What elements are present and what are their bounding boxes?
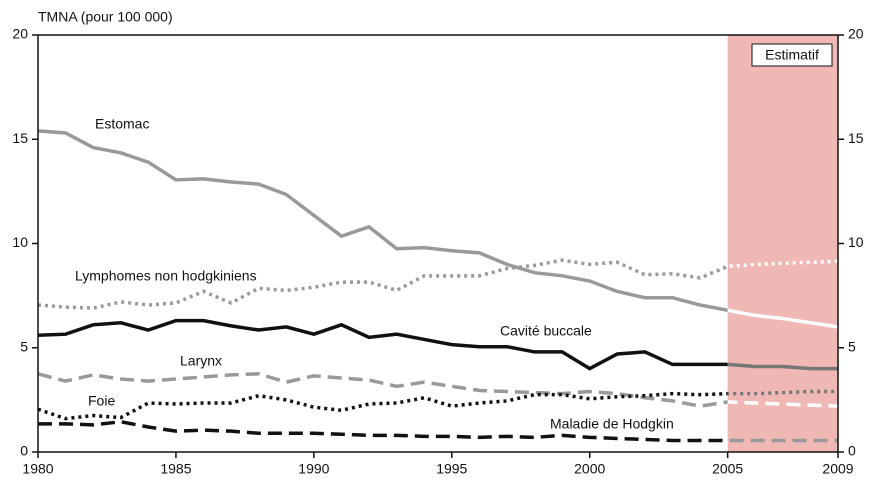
y-tick-label: 0 [20, 443, 28, 459]
series-label: Estomac [95, 116, 149, 132]
series-line [37, 258, 728, 310]
x-tick-label: 2000 [574, 461, 605, 477]
series-line [727, 400, 839, 408]
y2-tick-label: 10 [848, 234, 864, 250]
series-line [37, 372, 728, 408]
series-label: Larynx [180, 353, 222, 369]
x-tick-label: 1980 [22, 461, 53, 477]
y2-tick-label: 5 [848, 338, 856, 354]
y-tick-label: 5 [20, 338, 28, 354]
y2-tick-label: 15 [848, 130, 864, 146]
y2-tick-label: 20 [848, 26, 864, 42]
series-label: Maladie de Hodgkin [550, 416, 674, 432]
y-tick-label: 10 [12, 234, 28, 250]
annotation: Estimatif [765, 47, 819, 63]
estimate-shade [727, 35, 838, 452]
series-label: Lymphomes non hodgkiniens [75, 268, 257, 284]
series-line [37, 391, 728, 421]
x-tick-label: 1995 [436, 461, 467, 477]
x-tick-label: 2005 [712, 461, 743, 477]
series-line [37, 318, 728, 371]
series-line [727, 308, 839, 329]
y-tick-label: 15 [12, 130, 28, 146]
series-label: Foie [88, 393, 115, 409]
series-line [727, 389, 838, 396]
series-label: Cavité buccale [500, 323, 592, 339]
y2-tick-label: 0 [848, 443, 856, 459]
y-axis-label: TMNA (pour 100 000) [38, 9, 173, 25]
x-tick-label: 2009 [822, 461, 853, 477]
annotation-box [751, 43, 833, 67]
y-tick-label: 20 [12, 26, 28, 42]
series-line [37, 129, 728, 313]
x-tick-label: 1985 [160, 461, 191, 477]
x-tick-label: 1990 [298, 461, 329, 477]
series-line [38, 419, 728, 443]
